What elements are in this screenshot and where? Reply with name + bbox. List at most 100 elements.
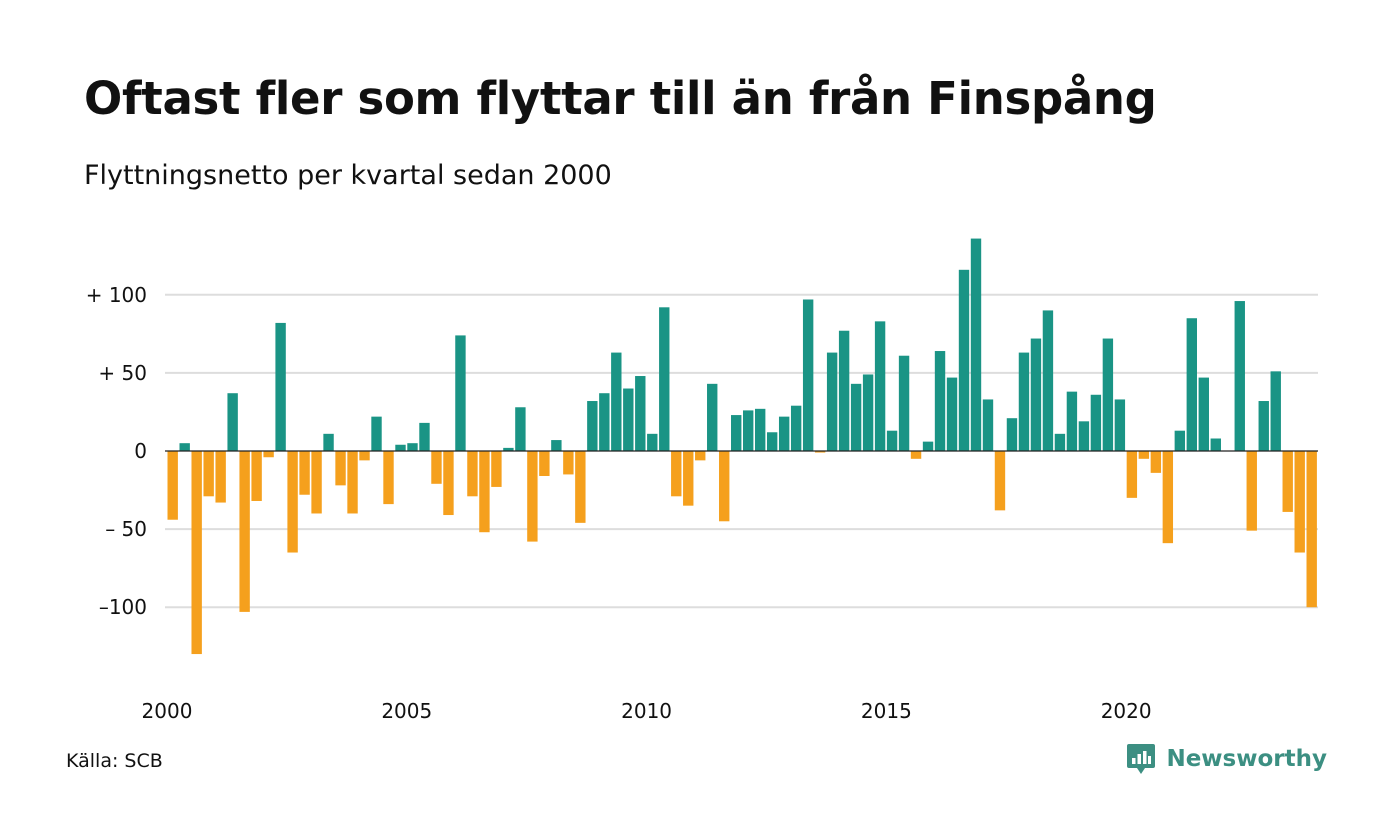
bar (323, 433, 334, 451)
bar (479, 451, 490, 533)
bar (743, 410, 754, 451)
bar (1150, 451, 1162, 473)
newsworthy-logo-icon (1127, 744, 1156, 774)
bar (1258, 401, 1269, 451)
x-tick-label: 2000 (142, 699, 193, 723)
bar (599, 393, 610, 451)
bar (922, 441, 934, 451)
bar (1162, 451, 1174, 544)
bar (443, 451, 454, 516)
bar (575, 451, 586, 523)
bar (299, 451, 310, 495)
bar (1306, 451, 1317, 608)
brand-name: Newsworthy (1166, 746, 1327, 772)
bar (335, 451, 346, 486)
bar (982, 399, 994, 451)
bar (251, 451, 262, 501)
bar (838, 330, 850, 451)
bar (970, 238, 982, 451)
bar (287, 451, 298, 553)
bar (539, 451, 550, 476)
bar (671, 451, 682, 497)
bar (515, 407, 526, 451)
bar (862, 374, 874, 451)
bar (659, 307, 670, 451)
bar (946, 377, 958, 451)
bar (1174, 430, 1186, 451)
bar (431, 451, 442, 484)
x-tick-label: 2005 (381, 699, 432, 723)
bar (731, 415, 742, 451)
y-tick-label: – 50 (105, 517, 147, 541)
bar (958, 269, 970, 451)
bar (623, 388, 634, 451)
bar (467, 451, 478, 497)
bar (551, 440, 562, 451)
bar (215, 451, 226, 503)
source-note: Källa: SCB (66, 750, 163, 772)
bar (455, 335, 466, 451)
bar (1066, 391, 1078, 451)
bar (1186, 318, 1197, 451)
bar (203, 451, 214, 497)
bar (503, 447, 514, 451)
bar (587, 401, 598, 451)
gridlines (165, 293, 1318, 609)
bar (395, 444, 406, 451)
bar (347, 451, 358, 514)
bar (1018, 352, 1030, 451)
bar (1114, 399, 1126, 451)
bar (766, 432, 778, 451)
bar (527, 451, 538, 542)
x-tick-label: 2015 (861, 699, 912, 723)
bar (239, 451, 250, 612)
bar (407, 443, 418, 451)
bar (263, 451, 274, 458)
bar (683, 451, 694, 506)
bar (647, 433, 658, 451)
bar (802, 299, 814, 451)
chart-title: Oftast fler som flyttar till än från Fin… (84, 72, 1157, 125)
bar (1210, 438, 1221, 451)
bar (790, 405, 802, 451)
bar (1294, 451, 1305, 553)
bar (1006, 418, 1018, 451)
bar (1138, 451, 1150, 459)
bar (179, 443, 190, 451)
y-axis-ticks: + 100 + 50 0 – 50 –100 (86, 283, 147, 619)
bar (1282, 451, 1293, 512)
bar (886, 430, 898, 451)
bar (707, 383, 718, 451)
y-tick-label: + 50 (98, 361, 147, 385)
bar (227, 393, 238, 451)
bar (491, 451, 502, 487)
bar (814, 451, 826, 453)
bar (371, 416, 382, 451)
brand-logo: Newsworthy (1126, 742, 1327, 776)
bar (359, 451, 370, 461)
bar (1126, 451, 1138, 498)
bar (383, 451, 394, 505)
bar (1030, 338, 1042, 451)
bar (898, 355, 910, 451)
bar (994, 451, 1006, 511)
bar (754, 408, 766, 451)
bar (275, 322, 286, 451)
bar (695, 451, 706, 461)
bar (1054, 433, 1066, 451)
bar (826, 352, 838, 451)
bars (167, 238, 1317, 655)
bar (1042, 310, 1054, 451)
bar (611, 352, 622, 451)
bar (1270, 371, 1281, 451)
y-tick-label: 0 (134, 439, 147, 463)
x-axis-ticks: 2000 2005 2010 2015 2020 (142, 699, 1152, 723)
x-tick-label: 2020 (1101, 699, 1152, 723)
y-tick-label: + 100 (86, 283, 147, 307)
x-tick-label: 2010 (621, 699, 672, 723)
bar (191, 451, 202, 655)
y-tick-label: –100 (99, 595, 147, 619)
bar (563, 451, 574, 475)
bar (311, 451, 322, 514)
